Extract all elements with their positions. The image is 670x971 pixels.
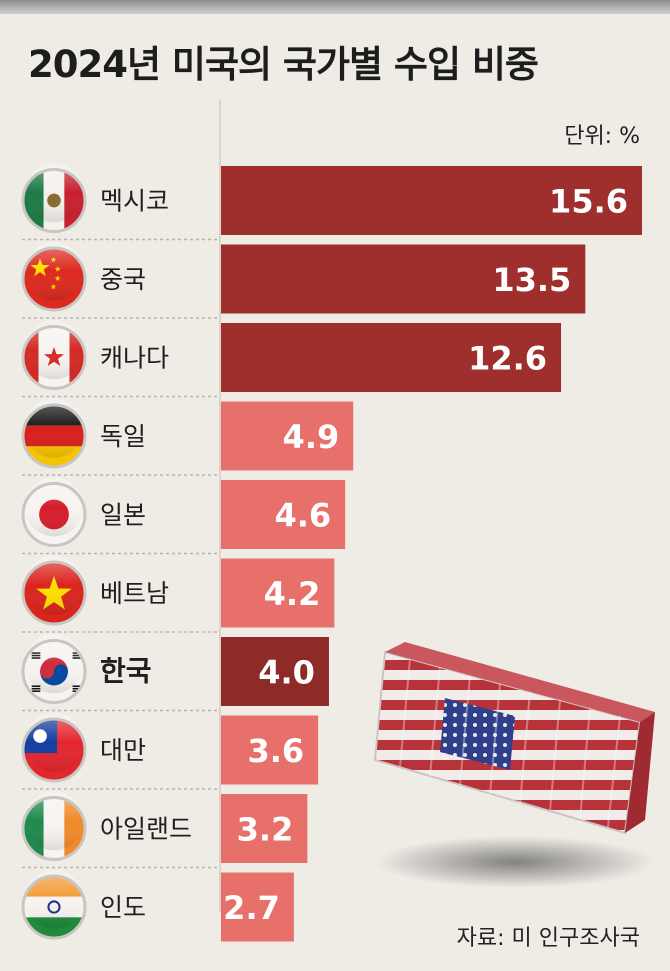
- bar: [221, 637, 329, 706]
- japan-flag: [21, 477, 87, 547]
- taiwan-flag: [21, 712, 87, 783]
- category-label: 아일랜드: [100, 815, 192, 844]
- category-label: 인도: [100, 893, 146, 922]
- india-flag: [21, 869, 87, 940]
- category-label: 대만: [100, 736, 146, 765]
- bar: [221, 323, 562, 392]
- mexico-flag: [21, 163, 87, 233]
- category-label: 캐나다: [100, 344, 169, 373]
- value-label: 4.2: [264, 575, 321, 613]
- category-label: 중국: [100, 265, 146, 294]
- bar: [221, 166, 642, 235]
- bar: [221, 480, 346, 549]
- bar: [221, 401, 354, 471]
- bar: [221, 715, 319, 785]
- category-label: 한국: [100, 655, 152, 688]
- unit-label: 단위: %: [564, 124, 640, 149]
- value-label: 4.0: [258, 654, 315, 692]
- category-label: 일본: [100, 501, 146, 530]
- value-label: 2.7: [223, 889, 280, 927]
- canada-flag: [21, 320, 87, 390]
- vietnam-flag: [21, 555, 87, 626]
- germany-flag: [21, 398, 87, 469]
- category-label: 독일: [100, 422, 146, 451]
- china-flag: [21, 241, 87, 312]
- value-label: 12.6: [468, 340, 547, 378]
- korea-flag: [21, 634, 87, 704]
- bar: [221, 872, 294, 942]
- bar: [221, 558, 335, 628]
- value-label: 13.5: [492, 261, 571, 299]
- bar: [221, 244, 586, 314]
- bar: [221, 794, 308, 863]
- bar-rows: 멕시코 15.6 중국 13.5 캐나다 12.6 독일 4.9 일본 4.6 베트남 4.2 한국 4.…: [21, 163, 642, 942]
- chart-title: 2024년 미국의 국가별 수입 비중: [28, 43, 539, 86]
- category-label: 멕시코: [100, 187, 169, 216]
- source-note: 자료: 미 인구조사국: [456, 926, 640, 951]
- value-label: 4.6: [274, 497, 331, 535]
- value-label: 3.2: [237, 811, 294, 849]
- ireland-flag: [21, 791, 87, 861]
- axis-line: [219, 100, 221, 912]
- value-label: 4.9: [283, 418, 340, 456]
- category-label: 베트남: [100, 579, 169, 608]
- value-label: 3.6: [247, 732, 304, 770]
- us-flag-container-illustration: [373, 642, 655, 888]
- top-bar: [0, 0, 670, 14]
- value-label: 15.6: [549, 183, 628, 221]
